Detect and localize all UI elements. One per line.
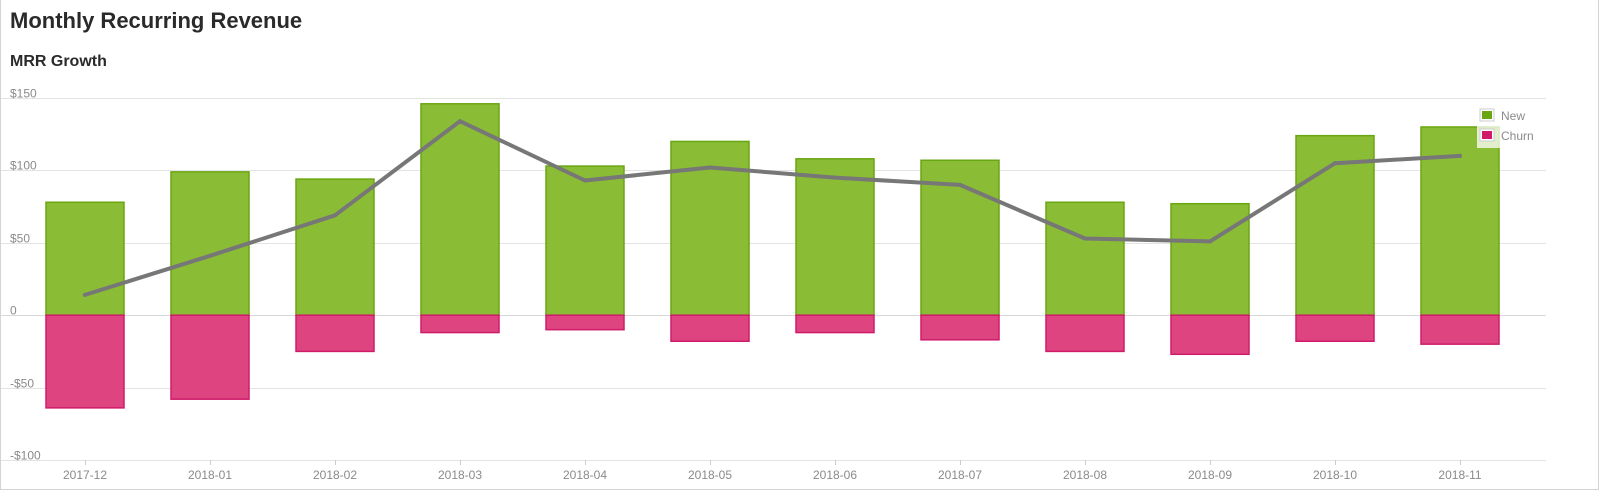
y-tick-label: -$50 [10,377,34,391]
x-tick-label: 2018-09 [1188,468,1232,482]
bar-churn[interactable] [1295,314,1375,343]
bar-new[interactable] [170,171,250,316]
line-point[interactable] [1208,239,1212,244]
legend-swatch-churn [1482,131,1492,139]
line-point[interactable] [833,175,837,180]
legend-label-churn[interactable]: Churn [1501,129,1534,143]
y-tick-label: $50 [10,232,30,246]
net-growth-line[interactable] [83,119,1462,297]
x-tick-label: 2018-08 [1063,468,1107,482]
x-tick-label: 2018-04 [563,468,607,482]
line-point[interactable] [458,119,462,124]
bar-churn[interactable] [795,314,875,334]
net-line [83,119,1462,297]
y-tick-label: 0 [10,304,17,318]
bars [45,103,1500,409]
bar-churn[interactable] [920,314,1000,341]
bar-churn[interactable] [1420,314,1500,345]
line-point[interactable] [83,292,87,297]
chart-title: MRR Growth [10,53,107,70]
x-tick-label: 2018-11 [1438,468,1481,482]
line-point[interactable] [583,178,587,183]
y-axis-ticks: $150 $100 $50 0 -$50 -$100 [10,87,41,463]
x-tick-label: 2018-05 [688,468,732,482]
bar-churn[interactable] [545,314,625,331]
bar-churn[interactable] [420,314,500,334]
y-tick-label: -$100 [10,449,41,463]
bar-churn[interactable] [670,314,750,343]
bar-churn[interactable] [295,314,375,353]
line-point[interactable] [708,165,712,170]
bar-new[interactable] [420,103,500,316]
page-title: Monthly Recurring Revenue [10,8,303,33]
line-point[interactable] [1083,236,1087,241]
y-tick-label: $150 [10,87,37,101]
bar-new[interactable] [1295,134,1375,316]
bar-churn[interactable] [45,314,125,409]
legend-label-new[interactable]: New [1501,109,1525,123]
line-point[interactable] [1458,153,1462,158]
bar-churn[interactable] [1045,314,1125,353]
x-tick-label: 2018-03 [438,468,482,482]
chart-panel: Monthly Recurring Revenue MRR Growth $15… [0,0,1599,490]
x-tick-label: 2018-01 [188,468,232,482]
line-point[interactable] [1333,161,1337,166]
x-tick-label: 2018-06 [813,468,857,482]
line-point[interactable] [333,213,337,218]
bar-new[interactable] [795,158,875,316]
x-axis-ticks: 2017-12 2018-01 2018-02 2018-03 2018-04 2018-… [63,460,1482,482]
bar-new[interactable] [1045,201,1125,316]
line-point[interactable] [208,253,212,258]
bar-new[interactable] [45,201,125,316]
bar-new[interactable] [295,178,375,316]
bar-new[interactable] [1170,202,1250,316]
bar-churn[interactable] [1170,314,1250,356]
x-tick-label: 2018-02 [313,468,357,482]
legend: New Churn [1477,104,1539,148]
legend-swatch-new [1482,111,1492,119]
x-tick-label: 2018-10 [1313,468,1357,482]
x-tick-label: 2018-07 [938,468,982,482]
gridlines [1,98,1546,461]
y-tick-label: $100 [10,159,37,173]
bar-new[interactable] [545,165,625,316]
line-point[interactable] [958,182,962,187]
x-tick-label: 2017-12 [63,468,107,482]
bar-churn[interactable] [170,314,250,400]
mrr-growth-chart: $150 $100 $50 0 -$50 -$100 2017-12 2018-01 2018… [1,87,1546,482]
